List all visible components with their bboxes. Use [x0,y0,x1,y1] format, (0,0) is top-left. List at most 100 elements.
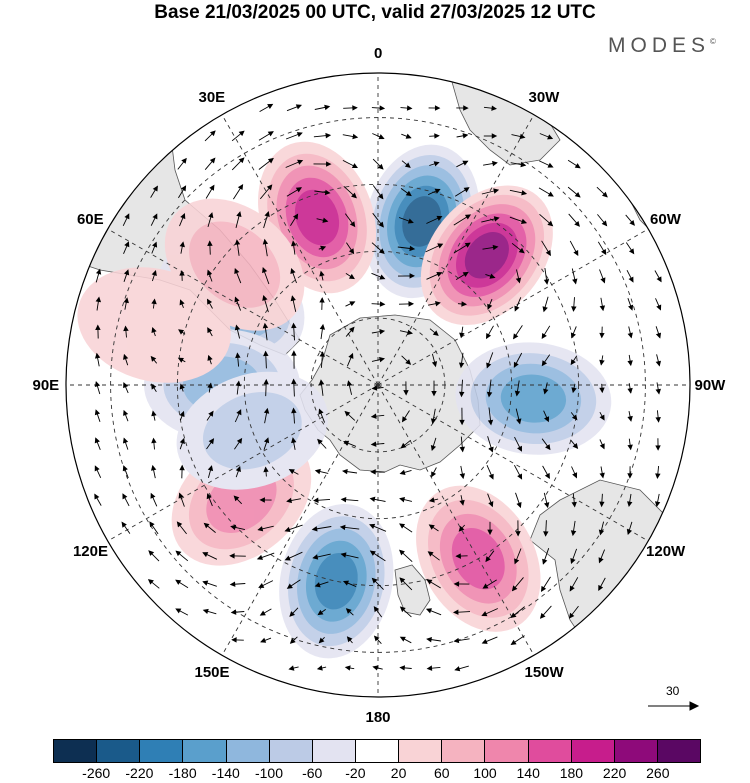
colorbar-tick-label: 260 [646,765,670,781]
wind-vector [515,408,522,425]
wind-vector [263,407,270,424]
wind-vector [599,466,605,479]
longitude-label: 30E [198,88,226,106]
wind-vector [655,354,662,367]
wind-vector [481,608,498,617]
wind-vector [204,157,216,170]
wind-vector [487,298,493,310]
wind-vector [288,665,299,671]
wind-vector [150,492,158,507]
wind-vector [346,380,353,395]
wind-vector [291,322,297,341]
wind-vector [599,493,605,508]
wind-vector [317,438,327,449]
wind-vector [539,213,554,227]
wind-vector [399,496,413,503]
wind-vector [179,410,185,421]
wind-vector [371,242,385,254]
wind-vector [288,469,299,475]
latitude-circle [243,250,513,520]
wind-vector [207,298,213,309]
wind-vector [372,158,384,170]
wind-vector [431,380,437,397]
wind-vector [571,383,577,394]
wind-vector [486,465,494,480]
wind-vector [234,267,242,284]
wind-vector [425,608,442,616]
wind-vector [399,665,412,671]
vector-scale-arrow [648,701,700,711]
colorbar-tick-label: 100 [473,765,497,781]
wind-vector [207,212,214,228]
colorbar-tick-label: 180 [559,765,584,781]
meridian-line [377,114,535,386]
wind-vector [399,636,412,644]
wind-vector [316,665,327,671]
wind-vector [397,245,416,252]
wind-vector [625,242,635,255]
wind-vector [373,606,383,618]
wind-vector [179,464,185,479]
wind-vector [597,214,608,227]
wind-vector [571,466,578,479]
wind-vector [291,437,297,450]
wind-vector [179,299,185,308]
wind-vector [453,609,471,615]
colorbar-swatch [54,740,98,762]
colorbar-tick-label: 60 [434,765,450,781]
wind-vector [515,520,521,537]
wind-vector [259,184,273,200]
wind-vector [570,520,577,537]
wind-vector [262,267,270,285]
wind-vector [569,577,579,592]
wind-vector [369,496,386,502]
wind-vector [206,493,213,507]
wind-vector [599,411,605,421]
wind-vector [202,552,218,560]
wind-vector [597,241,607,256]
wind-vector [599,326,605,339]
wind-vector [372,212,384,228]
colorbar-tick-label: 140 [516,765,540,781]
wind-vector [399,329,413,336]
wind-vector [459,465,466,480]
colorbar-swatch [312,740,356,762]
wind-vector [598,577,606,591]
wind-vector [627,326,633,339]
wind-vector [318,379,325,396]
wind-vector [291,240,297,255]
wind-vector [235,352,241,367]
longitude-label: 90W [694,376,726,394]
wind-vector [343,185,357,199]
wind-vector [202,608,217,615]
wind-vector [481,636,498,644]
wind-vector [313,161,332,167]
longitude-label: 150E [194,664,230,682]
wind-vector [515,492,522,509]
wind-vector [539,133,554,140]
wind-vector [481,216,500,223]
wind-vector [599,297,606,312]
wind-vector [401,160,411,168]
wind-vector [510,161,527,168]
wind-vector [286,497,301,504]
wind-vector [541,438,551,451]
meridian-line [377,228,649,386]
wind-vector [426,636,441,643]
wind-vector [486,379,493,398]
wind-vector [598,521,605,536]
wind-vector [459,495,465,506]
wind-vector [179,437,185,450]
wind-vector [481,188,500,195]
wind-vector [151,327,157,337]
wind-vector [345,326,355,337]
wind-vector [284,524,303,533]
wind-vector [207,382,213,393]
wind-vector [123,409,129,422]
wind-vector [539,160,554,168]
wind-vector [655,438,661,451]
wind-vector [510,635,525,645]
wind-vector [627,354,633,367]
wind-vector [234,324,241,339]
wind-vector [313,497,331,503]
